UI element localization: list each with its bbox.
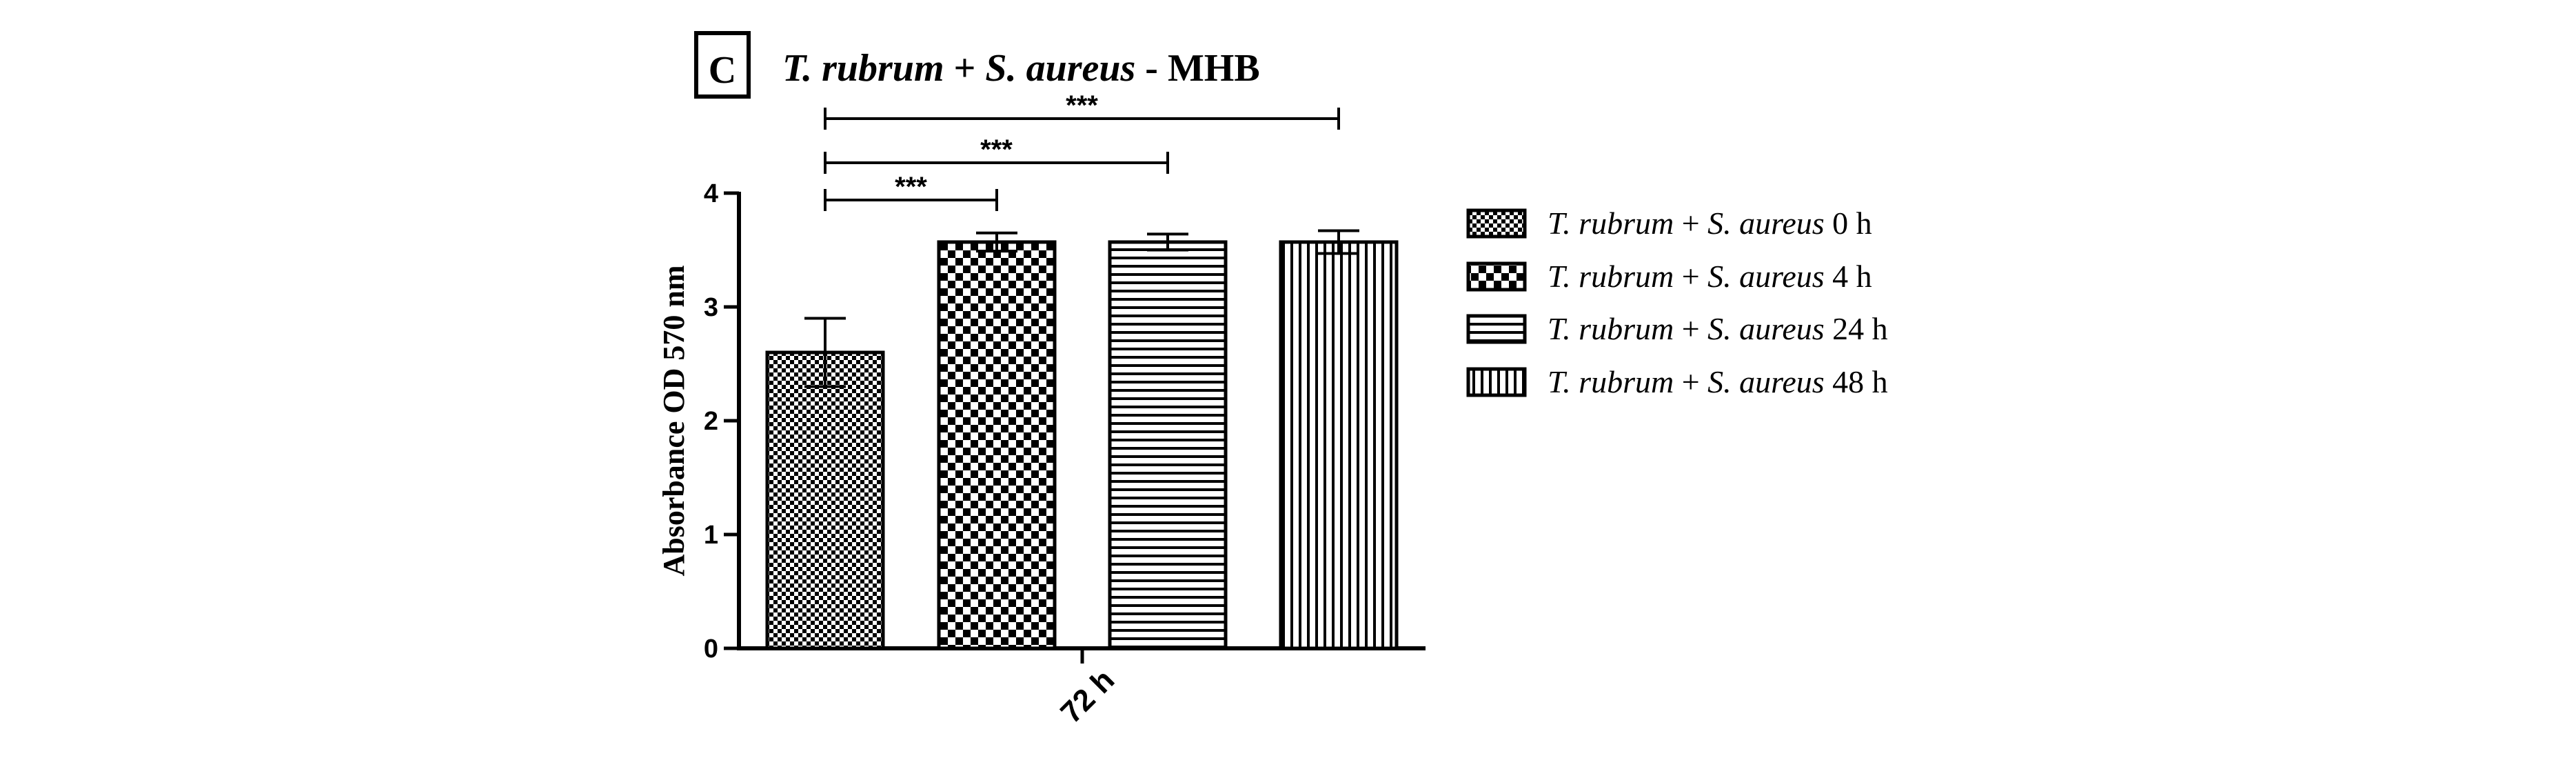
legend-label-2: T. rubrum + S. aureus 24 h [1548,311,1888,346]
legend-label-part: 0 h [1825,206,1872,241]
legend-label-part: 4 h [1825,259,1872,294]
legend-swatch-1 [1466,261,1527,292]
title-italic-1: T. rubrum [782,47,944,90]
legend-label-0: T. rubrum + S. aureus 0 h [1548,206,1872,241]
legend-label-part: 24 h [1825,311,1888,346]
panel-label: C [709,49,736,92]
legend-swatch-3 [1466,367,1527,397]
legend-label-part: S. aureus [1707,206,1825,241]
title-rest: - MHB [1135,47,1259,90]
bar-1 [937,240,1057,650]
title-italic-2: S. aureus [985,47,1135,90]
legend-label-3: T. rubrum + S. aureus 48 h [1548,364,1888,399]
panel-label-box [694,31,751,99]
y-axis-label: Absorbance OD 570 nm [657,265,691,576]
y-tick-label: 4 [704,179,718,208]
legend-label-part: S. aureus [1707,259,1825,294]
legend-swatch-2 [1466,314,1527,344]
legend-label-part: T. rubrum [1548,364,1674,399]
legend-swatch-0 [1466,208,1527,239]
legend-label-part: T. rubrum [1548,206,1674,241]
bar-0 [765,350,885,650]
y-tick-label: 3 [704,293,718,322]
legend-label-part: + [1674,206,1707,241]
sig-label-1: *** [980,134,1013,165]
legend-label-part: S. aureus [1707,364,1825,399]
y-tick-label: 1 [704,521,718,550]
y-tick-label: 2 [704,407,718,436]
bar-3 [1279,240,1399,650]
bar-2 [1108,240,1228,650]
legend-label-part: 48 h [1825,364,1888,399]
y-tick-label: 0 [704,635,718,664]
sig-label-2: *** [1066,90,1098,121]
legend-label-part: S. aureus [1707,311,1825,346]
legend-label-part: T. rubrum [1548,311,1674,346]
title-plus: + [944,47,986,90]
legend-label-part: + [1674,259,1707,294]
chart-title: T. rubrum + S. aureus - MHB [782,47,1260,90]
sig-label-0: *** [895,172,927,202]
x-category-label: 72 h [1054,663,1121,730]
legend-label-part: + [1674,311,1707,346]
legend-label-1: T. rubrum + S. aureus 4 h [1548,259,1872,294]
legend-label-part: + [1674,364,1707,399]
legend-label-part: T. rubrum [1548,259,1674,294]
